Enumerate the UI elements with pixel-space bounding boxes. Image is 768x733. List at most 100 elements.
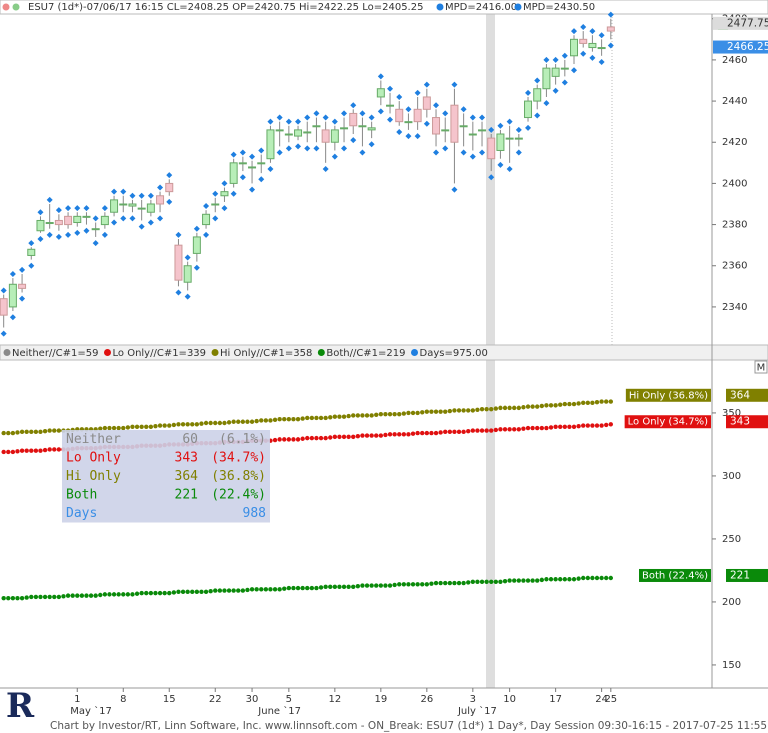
- mpd-dot: [341, 145, 348, 152]
- candle-body: [220, 191, 229, 197]
- dot: [562, 401, 568, 407]
- dot: [328, 584, 333, 590]
- dot: [424, 582, 430, 587]
- dot: [378, 433, 384, 438]
- dot: [374, 412, 379, 418]
- dot: [548, 425, 554, 430]
- dot: [429, 581, 434, 586]
- legend-label: Days=975.00: [420, 348, 488, 359]
- dot: [576, 576, 581, 581]
- dot: [571, 424, 577, 429]
- dot: [300, 585, 305, 591]
- mpd-dot: [74, 229, 81, 236]
- dot: [470, 579, 476, 584]
- dot: [15, 595, 20, 601]
- dot: [19, 595, 25, 601]
- candle-body: [450, 104, 459, 143]
- dot: [33, 594, 39, 600]
- dot: [144, 590, 149, 596]
- dot: [539, 403, 545, 409]
- dot: [194, 422, 200, 427]
- dot: [29, 429, 34, 435]
- dot: [590, 575, 595, 581]
- dot: [286, 585, 292, 591]
- dot: [466, 408, 471, 413]
- dot: [98, 592, 103, 598]
- dot: [562, 424, 568, 429]
- candle-body: [128, 203, 137, 207]
- mpd-dot: [230, 190, 237, 197]
- dot: [121, 425, 126, 431]
- dot: [420, 582, 425, 587]
- dot: [548, 577, 554, 582]
- dot: [581, 423, 586, 428]
- dot: [410, 582, 416, 587]
- mpd-dot: [469, 153, 476, 160]
- candle-body: [459, 125, 468, 128]
- candle-body: [321, 129, 330, 143]
- dot: [65, 593, 71, 598]
- value-tag: [726, 415, 768, 429]
- candle-body: [468, 133, 477, 136]
- dot: [544, 425, 549, 431]
- stat-count: 60: [182, 432, 198, 447]
- dot: [364, 413, 370, 418]
- dot: [475, 579, 480, 584]
- dot: [364, 433, 370, 438]
- dot: [259, 418, 264, 423]
- candle-body: [174, 244, 183, 281]
- y-tick-label: 2420: [722, 137, 747, 148]
- y-tick-label: 300: [722, 471, 741, 482]
- candle-body: [82, 215, 91, 218]
- stat-name: Hi Only: [66, 469, 121, 484]
- dot: [498, 427, 503, 432]
- mpd-dot: [193, 264, 200, 271]
- mpd-dot: [46, 231, 53, 238]
- dot: [539, 425, 545, 431]
- dot: [52, 594, 57, 600]
- mpd-dot: [138, 192, 145, 199]
- mpd-dot: [368, 114, 375, 121]
- dot: [107, 592, 112, 597]
- mpd-dot: [166, 172, 173, 179]
- value-tag: [726, 568, 768, 582]
- mpd-dot: [322, 114, 329, 121]
- dot: [162, 590, 167, 596]
- panel-button-label[interactable]: M: [757, 363, 766, 374]
- dot: [286, 417, 292, 422]
- dot: [194, 589, 200, 595]
- month-label: June `17: [257, 705, 301, 717]
- dot: [443, 580, 448, 586]
- mpd-dot: [350, 102, 357, 109]
- y-tick-label: 200: [722, 597, 741, 608]
- dot: [406, 410, 411, 416]
- dot: [604, 422, 609, 428]
- mpd-dot: [285, 145, 292, 152]
- dot: [383, 432, 388, 438]
- dot: [139, 424, 144, 429]
- x-tick-label: 3: [470, 694, 476, 705]
- dot: [378, 411, 384, 417]
- stat-count: 364: [175, 469, 199, 484]
- candle-body: [54, 219, 63, 226]
- dot: [33, 429, 39, 435]
- x-tick-label: 19: [374, 694, 387, 705]
- dot: [309, 435, 315, 441]
- candle-body: [238, 162, 247, 165]
- dot: [130, 592, 135, 597]
- candle-body: [505, 137, 514, 140]
- dot: [516, 405, 522, 411]
- candle-body: [275, 129, 284, 132]
- dot: [594, 575, 600, 581]
- dot: [236, 419, 241, 424]
- candle-body: [284, 133, 293, 136]
- candle-body: [257, 162, 266, 165]
- dot: [387, 583, 393, 588]
- dot: [240, 419, 246, 424]
- legend-swatch: [411, 349, 419, 356]
- panel-button[interactable]: [754, 360, 768, 374]
- dot: [360, 413, 365, 418]
- dot: [125, 592, 131, 597]
- month-label: July `17: [457, 705, 497, 717]
